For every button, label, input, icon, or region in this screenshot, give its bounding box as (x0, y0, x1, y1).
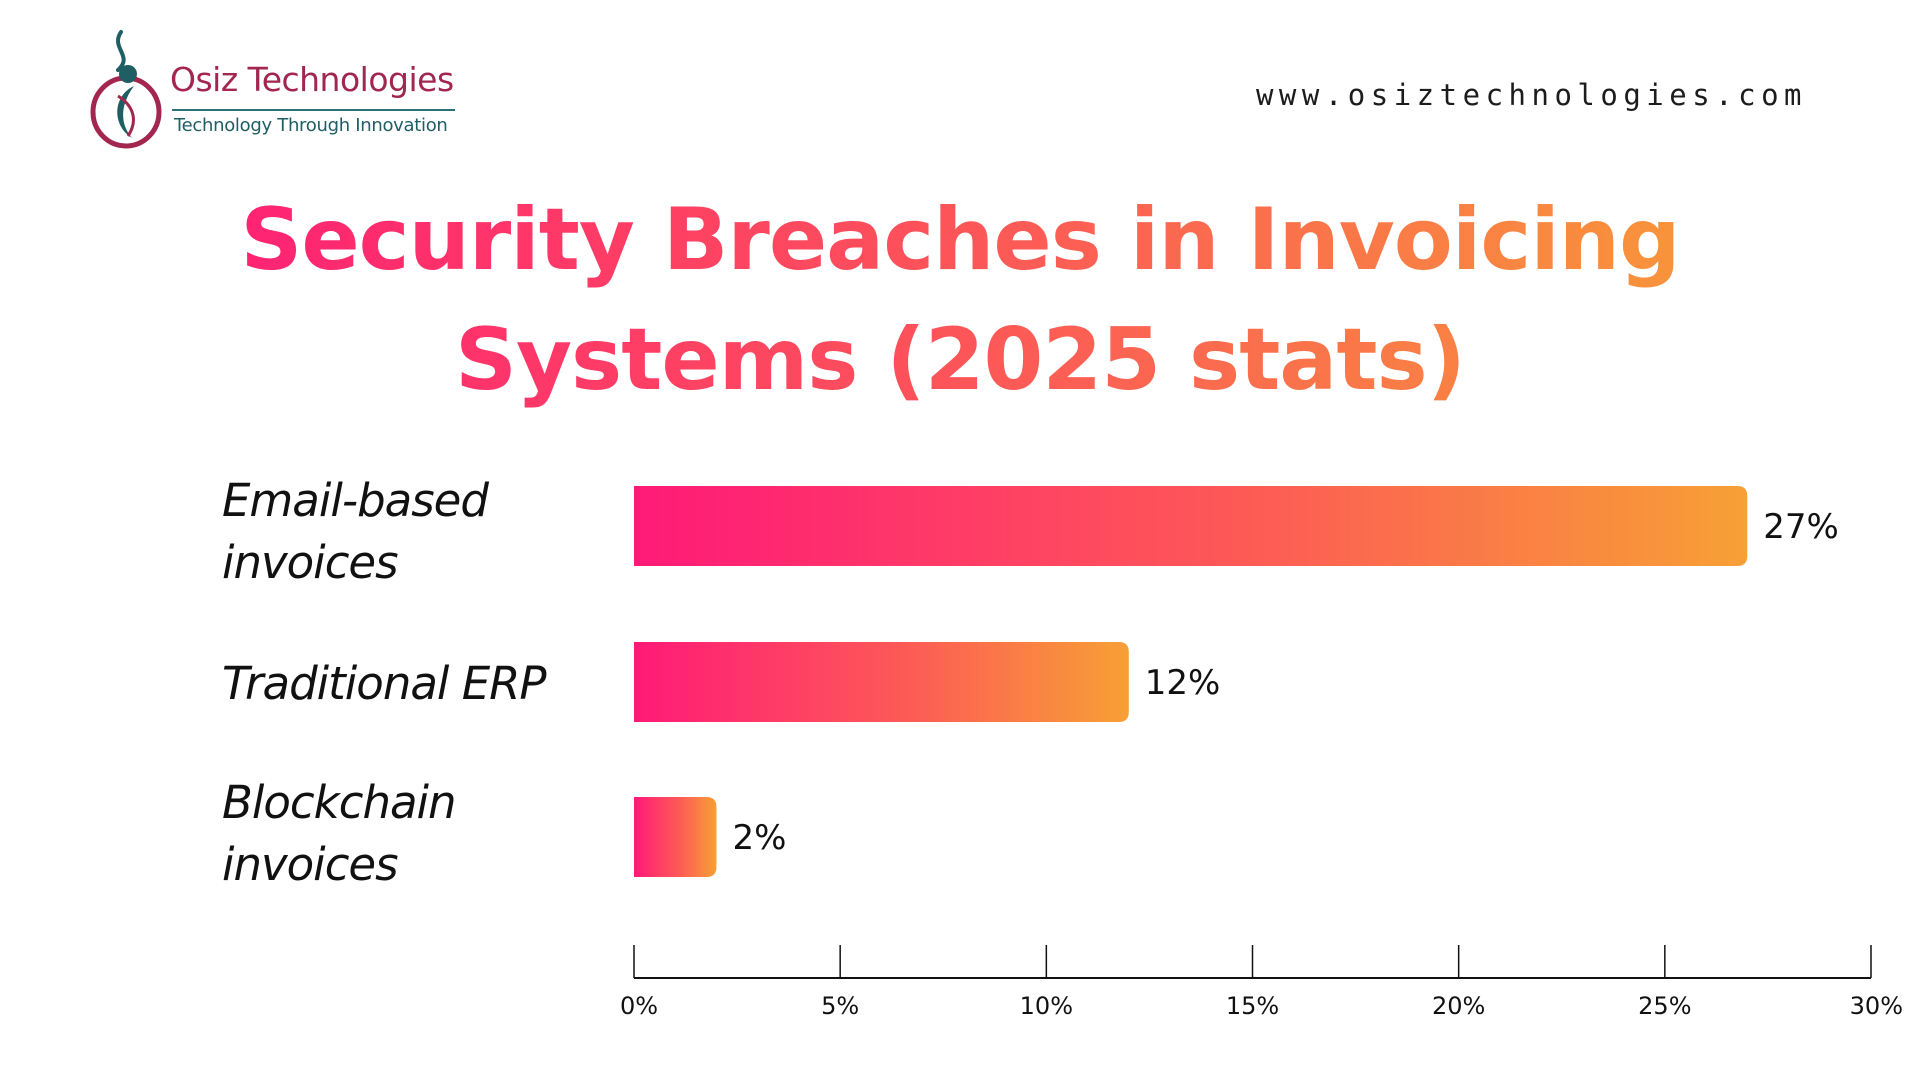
category-label-traditional-erp: Traditional ERP (222, 657, 547, 710)
category-label-email-based-invoices: Email-based invoices (222, 474, 489, 589)
x-axis: 0% 5% 10% 15% 20% 25% 30% (620, 945, 1903, 1020)
osiz-logo-icon (90, 30, 162, 149)
x-tick-label-25: 25% (1638, 992, 1691, 1020)
bars-group: 27% 12% 2% (634, 486, 1839, 877)
x-tick-label-10: 10% (1020, 992, 1073, 1020)
brand-name: Osiz Technologies (170, 60, 454, 99)
x-tick-label-15: 15% (1226, 992, 1279, 1020)
brand-divider (172, 109, 455, 111)
bar-value-label-traditional-erp: 12% (1145, 663, 1221, 703)
bar-blockchain-invoices (634, 797, 717, 877)
category-label-blockchain-invoices: Blockchain invoices (222, 776, 457, 891)
brand-tagline: Technology Through Innovation (174, 115, 448, 136)
bar-value-label-email-based-invoices: 27% (1763, 507, 1839, 547)
chart-title: Security Breaches in Invoicing Systems (… (100, 180, 1820, 420)
bar-value-label-blockchain-invoices: 2% (732, 818, 786, 858)
bar-traditional-erp (634, 642, 1129, 722)
x-tick-label-0: 0% (620, 992, 658, 1020)
brand-logo: Osiz Technologies Technology Through Inn… (88, 26, 468, 151)
x-tick-label-20: 20% (1432, 992, 1485, 1020)
x-tick-label-30: 30% (1850, 992, 1903, 1020)
x-tick-label-5: 5% (821, 992, 859, 1020)
website-url: www.osiztechnologies.com (1255, 78, 1807, 112)
bar-email-based-invoices (634, 486, 1748, 566)
